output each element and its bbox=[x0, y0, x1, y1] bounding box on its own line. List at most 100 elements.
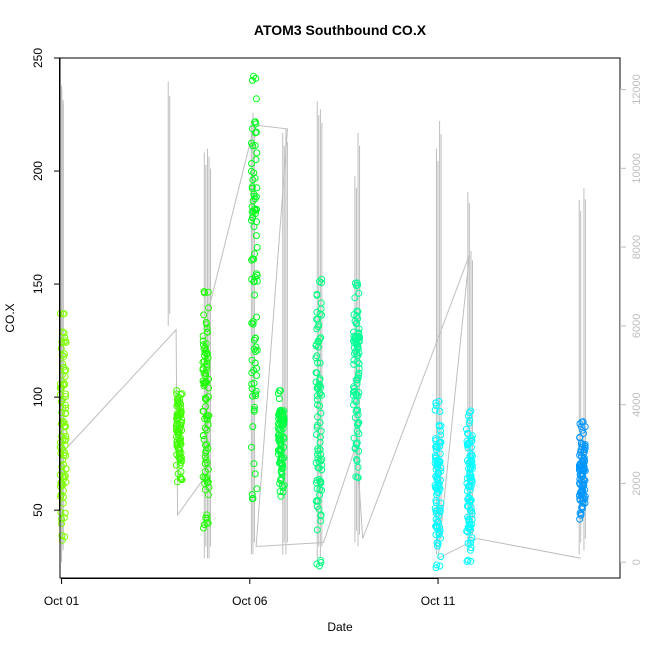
data-point bbox=[201, 343, 209, 351]
data-point bbox=[173, 478, 181, 486]
data-point bbox=[467, 536, 475, 544]
data-point bbox=[252, 390, 259, 398]
data-point bbox=[579, 499, 587, 507]
data-point bbox=[313, 308, 321, 316]
data-point bbox=[463, 557, 471, 565]
y2-tick-label: 10000 bbox=[631, 153, 643, 184]
data-point bbox=[352, 376, 360, 384]
data-point bbox=[317, 457, 325, 465]
data-point bbox=[352, 338, 360, 346]
data-point bbox=[581, 444, 589, 452]
axes: 50 100 150 200 250 Oct 01 Oct 06 Oct 11 0 2000 400… bbox=[31, 48, 643, 608]
data-point bbox=[355, 430, 363, 438]
y-tick-label: 150 bbox=[31, 274, 45, 294]
data-point bbox=[354, 342, 362, 350]
data-point bbox=[174, 428, 181, 436]
data-point bbox=[250, 407, 258, 415]
y2-tick-label: 2000 bbox=[631, 471, 643, 495]
data-point bbox=[204, 478, 212, 486]
data-point bbox=[174, 470, 182, 478]
data-point bbox=[463, 441, 471, 449]
data-point bbox=[465, 419, 473, 427]
data-point bbox=[467, 456, 475, 464]
data-point bbox=[248, 256, 256, 264]
data-point bbox=[280, 454, 288, 462]
data-point bbox=[250, 72, 257, 80]
data-point bbox=[350, 383, 357, 391]
data-point bbox=[576, 434, 584, 442]
y-axis-label: CO.X bbox=[3, 303, 17, 332]
data-point bbox=[314, 383, 322, 391]
data-point bbox=[436, 408, 444, 415]
x-tick-label: Oct 06 bbox=[232, 594, 268, 608]
data-point bbox=[61, 422, 68, 430]
plot-frame bbox=[59, 57, 621, 579]
data-point bbox=[201, 424, 209, 432]
data-point bbox=[251, 118, 259, 126]
data-point bbox=[251, 195, 259, 203]
data-point bbox=[277, 387, 284, 395]
data-point bbox=[354, 281, 362, 289]
data-point bbox=[316, 335, 324, 343]
data-point bbox=[317, 479, 325, 487]
data-point bbox=[433, 491, 441, 499]
data-point bbox=[313, 396, 321, 404]
data-point bbox=[201, 486, 209, 494]
data-point bbox=[58, 520, 65, 527]
data-point bbox=[581, 423, 589, 431]
data-point bbox=[199, 366, 207, 374]
y2-tick-label: 6000 bbox=[631, 314, 643, 338]
data-point bbox=[199, 337, 207, 345]
data-point bbox=[253, 313, 261, 321]
data-point bbox=[252, 156, 260, 164]
data-point bbox=[176, 438, 184, 446]
data-point bbox=[202, 366, 210, 374]
data-point bbox=[205, 483, 213, 491]
data-point bbox=[578, 418, 586, 426]
data-point bbox=[351, 397, 359, 405]
data-point bbox=[251, 250, 258, 258]
data-point bbox=[280, 481, 288, 489]
data-point bbox=[354, 421, 361, 429]
data-point bbox=[204, 445, 212, 452]
y-tick-label: 200 bbox=[31, 161, 45, 181]
data-point bbox=[314, 451, 322, 459]
data-point bbox=[250, 460, 258, 468]
data-point bbox=[435, 529, 443, 537]
data-point bbox=[578, 503, 586, 511]
data-point bbox=[579, 487, 587, 495]
x-axis-label: Date bbox=[327, 620, 353, 634]
data-point bbox=[199, 431, 207, 439]
data-point bbox=[62, 401, 69, 409]
data-point bbox=[580, 430, 587, 437]
data-point bbox=[60, 475, 68, 483]
data-point bbox=[277, 411, 285, 419]
data-point bbox=[432, 435, 440, 443]
data-point bbox=[432, 531, 440, 539]
data-point bbox=[436, 476, 444, 484]
data-point bbox=[468, 443, 475, 451]
data-point bbox=[468, 477, 476, 485]
data-point bbox=[173, 438, 181, 446]
data-point bbox=[351, 294, 359, 302]
data-point bbox=[577, 472, 585, 480]
data-point bbox=[465, 409, 473, 417]
data-point bbox=[313, 431, 320, 438]
data-point bbox=[313, 290, 321, 298]
data-point bbox=[317, 559, 325, 566]
data-point bbox=[313, 315, 321, 323]
data-point bbox=[250, 345, 258, 353]
data-point bbox=[316, 419, 324, 427]
data-point bbox=[250, 379, 258, 387]
data-point bbox=[274, 424, 282, 432]
data-point bbox=[352, 473, 360, 481]
data-point bbox=[203, 414, 211, 422]
data-point bbox=[312, 378, 320, 386]
data-point bbox=[351, 317, 359, 325]
data-point bbox=[174, 399, 182, 407]
data-point bbox=[350, 360, 358, 368]
data-point bbox=[249, 423, 257, 431]
data-point bbox=[61, 509, 69, 517]
data-point bbox=[436, 523, 443, 531]
